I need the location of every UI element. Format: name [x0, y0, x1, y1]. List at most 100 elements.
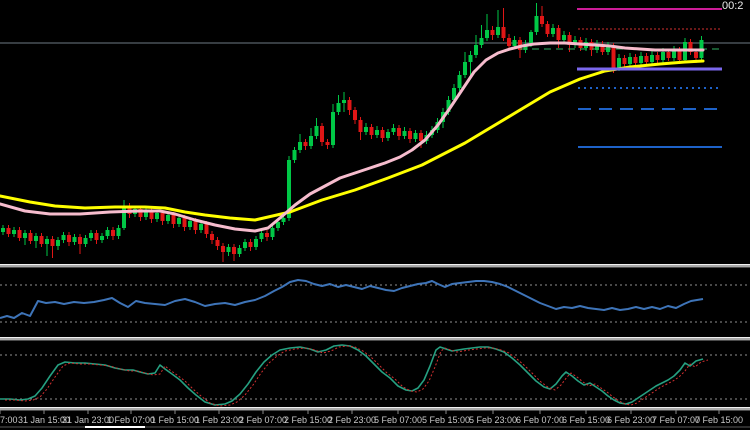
bull-candle-body	[237, 248, 242, 254]
bear-candle-body	[67, 235, 71, 242]
bear-candle-body	[160, 213, 165, 221]
bull-candle-body	[314, 126, 319, 136]
stochastic-panel[interactable]	[0, 344, 750, 407]
bull-candle-body	[413, 133, 418, 139]
bear-candle-body	[17, 230, 22, 238]
bear-candle-body	[369, 127, 374, 135]
splitter-highlight	[0, 337, 750, 338]
slow-ma-yellow	[0, 59, 705, 222]
bull-candle-body	[188, 221, 192, 227]
bull-candle-body	[122, 206, 126, 228]
bull-candle-body	[551, 28, 555, 34]
bull-candle-body	[391, 128, 396, 132]
candle-countdown-timer: 00:2	[722, 0, 744, 12]
time-axis-label: 31 Jan 23:00	[62, 415, 114, 425]
bear-candle-body	[221, 246, 225, 252]
panel-splitter[interactable]	[0, 264, 750, 268]
bull-candle-body	[105, 230, 110, 236]
panel-splitter[interactable]	[0, 407, 750, 411]
splitter-highlight	[0, 407, 750, 408]
chart-scrollbar[interactable]	[0, 426, 750, 428]
level-objects[interactable]	[577, 8, 722, 148]
bear-candle-body	[39, 236, 44, 244]
bear-candle-body	[232, 247, 236, 254]
bull-candle-body	[12, 230, 16, 234]
scrollbar-thumb[interactable]	[85, 426, 145, 428]
bull-candle-body	[276, 222, 280, 228]
bull-candle-body	[270, 228, 275, 237]
bull-candle-body	[254, 239, 258, 247]
bear-candle-body	[380, 130, 385, 138]
bull-candle-body	[661, 52, 665, 60]
bull-candle-body	[309, 136, 313, 146]
bear-candle-body	[556, 28, 561, 40]
bear-candle-body	[408, 131, 412, 139]
bear-candle-body	[633, 57, 638, 63]
bear-candle-body	[6, 228, 11, 234]
bull-candle-body	[512, 40, 517, 46]
bear-candle-body	[171, 215, 176, 224]
fast-ma-pink-line	[0, 41, 705, 233]
bull-candle-body	[292, 150, 297, 160]
bull-candle-body	[45, 239, 49, 244]
bull-candle-body	[650, 55, 654, 62]
bull-candle-body	[199, 224, 203, 230]
bull-candle-body	[177, 218, 181, 224]
bull-candle-body	[83, 238, 88, 244]
bull-candle-body	[617, 58, 621, 68]
bear-candle-body	[490, 30, 495, 35]
bull-candle-body	[468, 55, 473, 62]
time-axis-label: 2 Feb 23:00	[328, 415, 376, 425]
fast-ma-pink	[0, 41, 705, 233]
bear-candle-body	[644, 56, 649, 62]
bull-candle-body	[342, 100, 346, 103]
bull-candle-body	[534, 16, 539, 32]
bear-candle-body	[347, 100, 352, 110]
bear-candle-body	[303, 142, 308, 146]
bear-candle-body	[325, 142, 330, 145]
bear-candle-body	[28, 233, 33, 241]
bear-candle-body	[353, 110, 357, 120]
time-axis-label: 5 Feb 23:00	[469, 415, 517, 425]
bull-candle-body	[452, 88, 456, 100]
bear-candle-body	[94, 233, 99, 240]
splitter-body	[0, 338, 750, 340]
bear-candle-body	[688, 42, 693, 52]
bull-candle-body	[89, 233, 93, 238]
bull-candle-body	[61, 235, 66, 240]
bull-candle-body	[298, 142, 302, 150]
bull-candle-body	[1, 228, 5, 232]
bear-candle-body	[677, 50, 682, 60]
bull-candle-body	[446, 100, 451, 112]
bear-candle-body	[507, 38, 511, 46]
time-axis-label: 1 Feb 07:00	[107, 415, 155, 425]
time-axis-label: 5 Feb 07:00	[374, 415, 422, 425]
time-axis-label: 31 Jan 15:00	[18, 415, 70, 425]
bull-candle-body	[336, 103, 341, 112]
bull-candle-body	[485, 30, 489, 38]
bull-candle-body	[144, 211, 148, 217]
bull-candle-body	[56, 240, 60, 246]
bull-candle-body	[364, 127, 368, 132]
time-axis-label: 7:00	[0, 415, 18, 425]
bear-candle-body	[655, 55, 660, 60]
bear-candle-body	[193, 221, 198, 230]
bear-candle-body	[215, 240, 220, 246]
bear-candle-body	[545, 24, 550, 34]
splitter-shadow	[0, 410, 750, 411]
stochastic-main-line	[0, 344, 704, 406]
bear-candle-body	[149, 211, 154, 219]
bull-candle-body	[386, 132, 390, 138]
bear-candle-body	[611, 46, 616, 68]
bull-candle-body	[628, 57, 632, 64]
bear-candle-body	[622, 58, 627, 64]
bull-candle-body	[479, 38, 484, 45]
bull-candle-body	[281, 218, 286, 222]
bear-candle-body	[204, 224, 209, 234]
rsi-panel[interactable]	[0, 279, 750, 323]
bear-candle-body	[694, 52, 698, 58]
bull-candle-body	[331, 112, 335, 145]
panel-splitter[interactable]	[0, 337, 750, 341]
